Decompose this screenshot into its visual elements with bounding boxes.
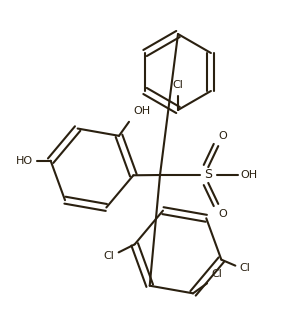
Text: OH: OH [133,106,150,116]
Text: Cl: Cl [172,80,183,90]
Text: Cl: Cl [104,252,115,261]
Text: O: O [218,209,227,219]
Text: HO: HO [15,156,33,166]
Text: Cl: Cl [239,263,250,273]
Text: S: S [204,169,212,181]
Text: Cl: Cl [211,269,222,279]
Text: OH: OH [240,170,257,180]
Text: O: O [218,131,227,141]
